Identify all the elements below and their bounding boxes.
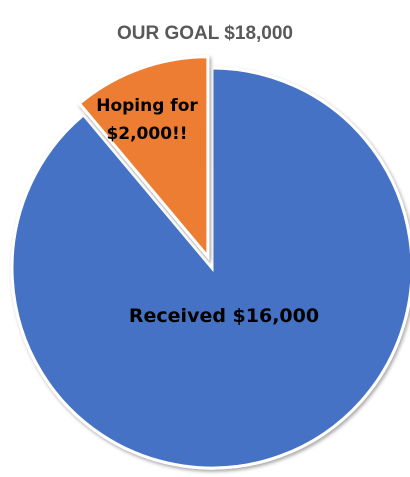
slice-label-line: $2,000!!: [106, 124, 187, 144]
pie-slice-received: [10, 66, 410, 470]
slice-label-received: Received $16,000: [129, 305, 319, 327]
slice-labels: Received $16,000 Hoping for $2,000!!: [96, 96, 319, 327]
slice-label-line: Hoping for: [96, 96, 198, 116]
slice-label-line: Received $16,000: [129, 305, 319, 327]
pie-slice-hoping-for: [77, 55, 210, 261]
pie-slices: [10, 55, 410, 470]
chart-title: OUR GOAL $18,000: [117, 23, 293, 44]
slice-label-hoping-for: Hoping for $2,000!!: [96, 96, 198, 144]
